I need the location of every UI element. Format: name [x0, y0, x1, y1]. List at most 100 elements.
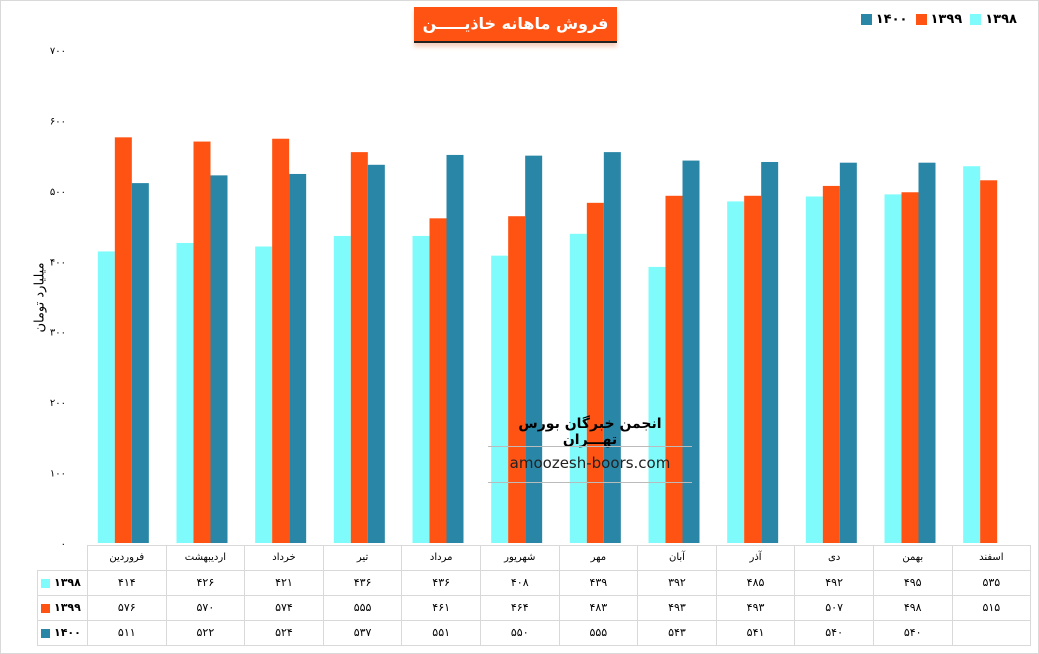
chart-title: فروش ماهانه خاذیـــــن	[414, 7, 617, 43]
bar	[648, 266, 666, 543]
data-label: ۴۱۴	[87, 569, 167, 596]
y-tick-label: ۴۰۰	[50, 257, 66, 268]
y-tick-label: ۷۰۰	[50, 46, 66, 57]
bar	[176, 242, 194, 543]
bar	[255, 246, 273, 543]
bar	[586, 202, 604, 543]
data-label: ۳۹۲	[637, 569, 717, 596]
data-label: ۵۵۰	[479, 619, 560, 646]
legend-item-1398: ۱۳۹۸	[970, 12, 1017, 27]
bar	[682, 160, 700, 543]
bar	[569, 233, 587, 543]
bar	[114, 137, 132, 543]
data-label: ۵۵۵	[322, 594, 403, 621]
bar	[665, 195, 683, 543]
legend-swatch	[860, 14, 872, 25]
data-label: ۵۷۶	[87, 594, 167, 621]
x-tick-label: مرداد	[401, 545, 481, 571]
series-name: ۱۳۹۸	[54, 576, 81, 589]
bar	[884, 194, 902, 543]
y-tick-label: ۲۰۰	[50, 398, 66, 409]
row-header: ۱۳۹۸	[37, 569, 88, 596]
x-tick-label: آذر	[715, 545, 796, 571]
bar	[210, 175, 228, 543]
bar	[963, 166, 981, 543]
data-label: ۴۶۴	[479, 594, 560, 621]
data-label: ۴۳۶	[401, 569, 481, 596]
bar	[272, 138, 290, 544]
y-tick-label: ۱۰۰	[50, 469, 66, 480]
x-tick-label: فروردین	[87, 545, 167, 571]
legend-swatch	[970, 14, 982, 25]
bar	[350, 152, 368, 543]
row-header: ۱۳۹۹	[37, 594, 88, 621]
bar	[429, 218, 447, 543]
bar	[333, 235, 351, 543]
data-label: ۵۰۷	[794, 594, 874, 621]
data-label: ۴۹۳	[715, 594, 796, 621]
data-label: ۵۷۰	[165, 594, 246, 621]
data-label: ۵۴۰	[872, 619, 953, 646]
bar	[525, 155, 543, 543]
data-label: ۵۱۵	[951, 594, 1032, 621]
data-label: ۴۹۵	[872, 569, 953, 596]
data-label: ۴۹۸	[872, 594, 953, 621]
bar	[491, 255, 509, 543]
watermark-divider	[488, 482, 692, 483]
data-label: ۵۷۴	[244, 594, 324, 621]
legend-label: ۱۴۰۰	[875, 12, 908, 27]
bar	[446, 154, 464, 543]
x-tick-label: شهریور	[479, 545, 560, 571]
y-tick-label: ۶۰۰	[50, 116, 66, 127]
legend-label: ۱۳۹۸	[985, 12, 1017, 27]
bar	[367, 164, 385, 543]
series-name: ۱۳۹۹	[54, 601, 81, 614]
data-label: ۴۸۳	[558, 594, 639, 621]
x-tick-label: خرداد	[244, 545, 324, 571]
y-tick-label: ۰	[61, 539, 66, 550]
legend-swatch	[41, 603, 50, 613]
legend-swatch	[915, 14, 927, 25]
data-label: ۵۲۲	[165, 619, 246, 646]
x-tick-label: آبان	[637, 545, 717, 571]
data-label: ۴۰۸	[479, 569, 560, 596]
data-label: ۵۱۱	[87, 619, 167, 646]
bar	[131, 183, 149, 544]
data-label: ۴۸۵	[715, 569, 796, 596]
bar	[744, 195, 762, 543]
data-label: ۴۲۶	[165, 569, 246, 596]
bar	[901, 192, 919, 543]
data-label: ۴۹۳	[637, 594, 717, 621]
legend-item-1399: ۱۳۹۹	[915, 12, 963, 27]
legend-swatch	[41, 578, 50, 588]
bar	[727, 201, 745, 543]
watermark-url: amoozesh-boors.com	[509, 454, 671, 472]
data-label: ۵۴۰	[794, 619, 874, 646]
table-row: ۱۴۰۰ ۵۱۱ ۵۲۲ ۵۲۴ ۵۳۷ ۵۵۱ ۵۵۰ ۵۵۵ ۵۴۳ ۵۴۱ ۵۴۰ ۵۴۰	[37, 619, 1032, 646]
data-table: فروردین اردیبهشت خرداد تیر مرداد شهریور مهر آبا…	[37, 545, 1032, 646]
row-header: ۱۴۰۰	[37, 619, 88, 646]
y-tick-label: ۳۰۰	[50, 328, 66, 339]
bar	[839, 162, 857, 543]
x-tick-label: اسفند	[951, 545, 1032, 571]
data-label: ۵۴۳	[637, 619, 717, 646]
table-row: ۱۳۹۸ ۴۱۴ ۴۲۶ ۴۲۱ ۴۳۶ ۴۳۶ ۴۰۸ ۴۳۹ ۳۹۲ ۴۸۵ ۴۹۲ ۴۹۵ ۵۳۵	[37, 569, 1032, 596]
legend-label: ۱۳۹۹	[930, 12, 963, 27]
data-label: ۵۳۷	[322, 619, 403, 646]
bar	[412, 235, 430, 543]
legend: ۱۴۰۰ ۱۳۹۹ ۱۳۹۸	[860, 12, 1017, 27]
legend-item-1400: ۱۴۰۰	[860, 12, 908, 27]
x-tick-label: مهر	[558, 545, 639, 571]
bar	[805, 196, 823, 543]
x-tick-label: اردیبهشت	[165, 545, 246, 571]
x-tick-label: بهمن	[872, 545, 953, 571]
table-corner	[37, 545, 88, 571]
data-label: ۵۲۴	[244, 619, 324, 646]
watermark-title: انجمن خبرگان بورس تهـــران	[518, 416, 662, 448]
y-axis-label: میلیارد تومان	[32, 262, 48, 333]
watermark-divider	[488, 446, 692, 447]
y-tick-label: ۵۰۰	[50, 187, 66, 198]
bar	[508, 216, 526, 543]
data-label: ۴۲۱	[244, 569, 324, 596]
